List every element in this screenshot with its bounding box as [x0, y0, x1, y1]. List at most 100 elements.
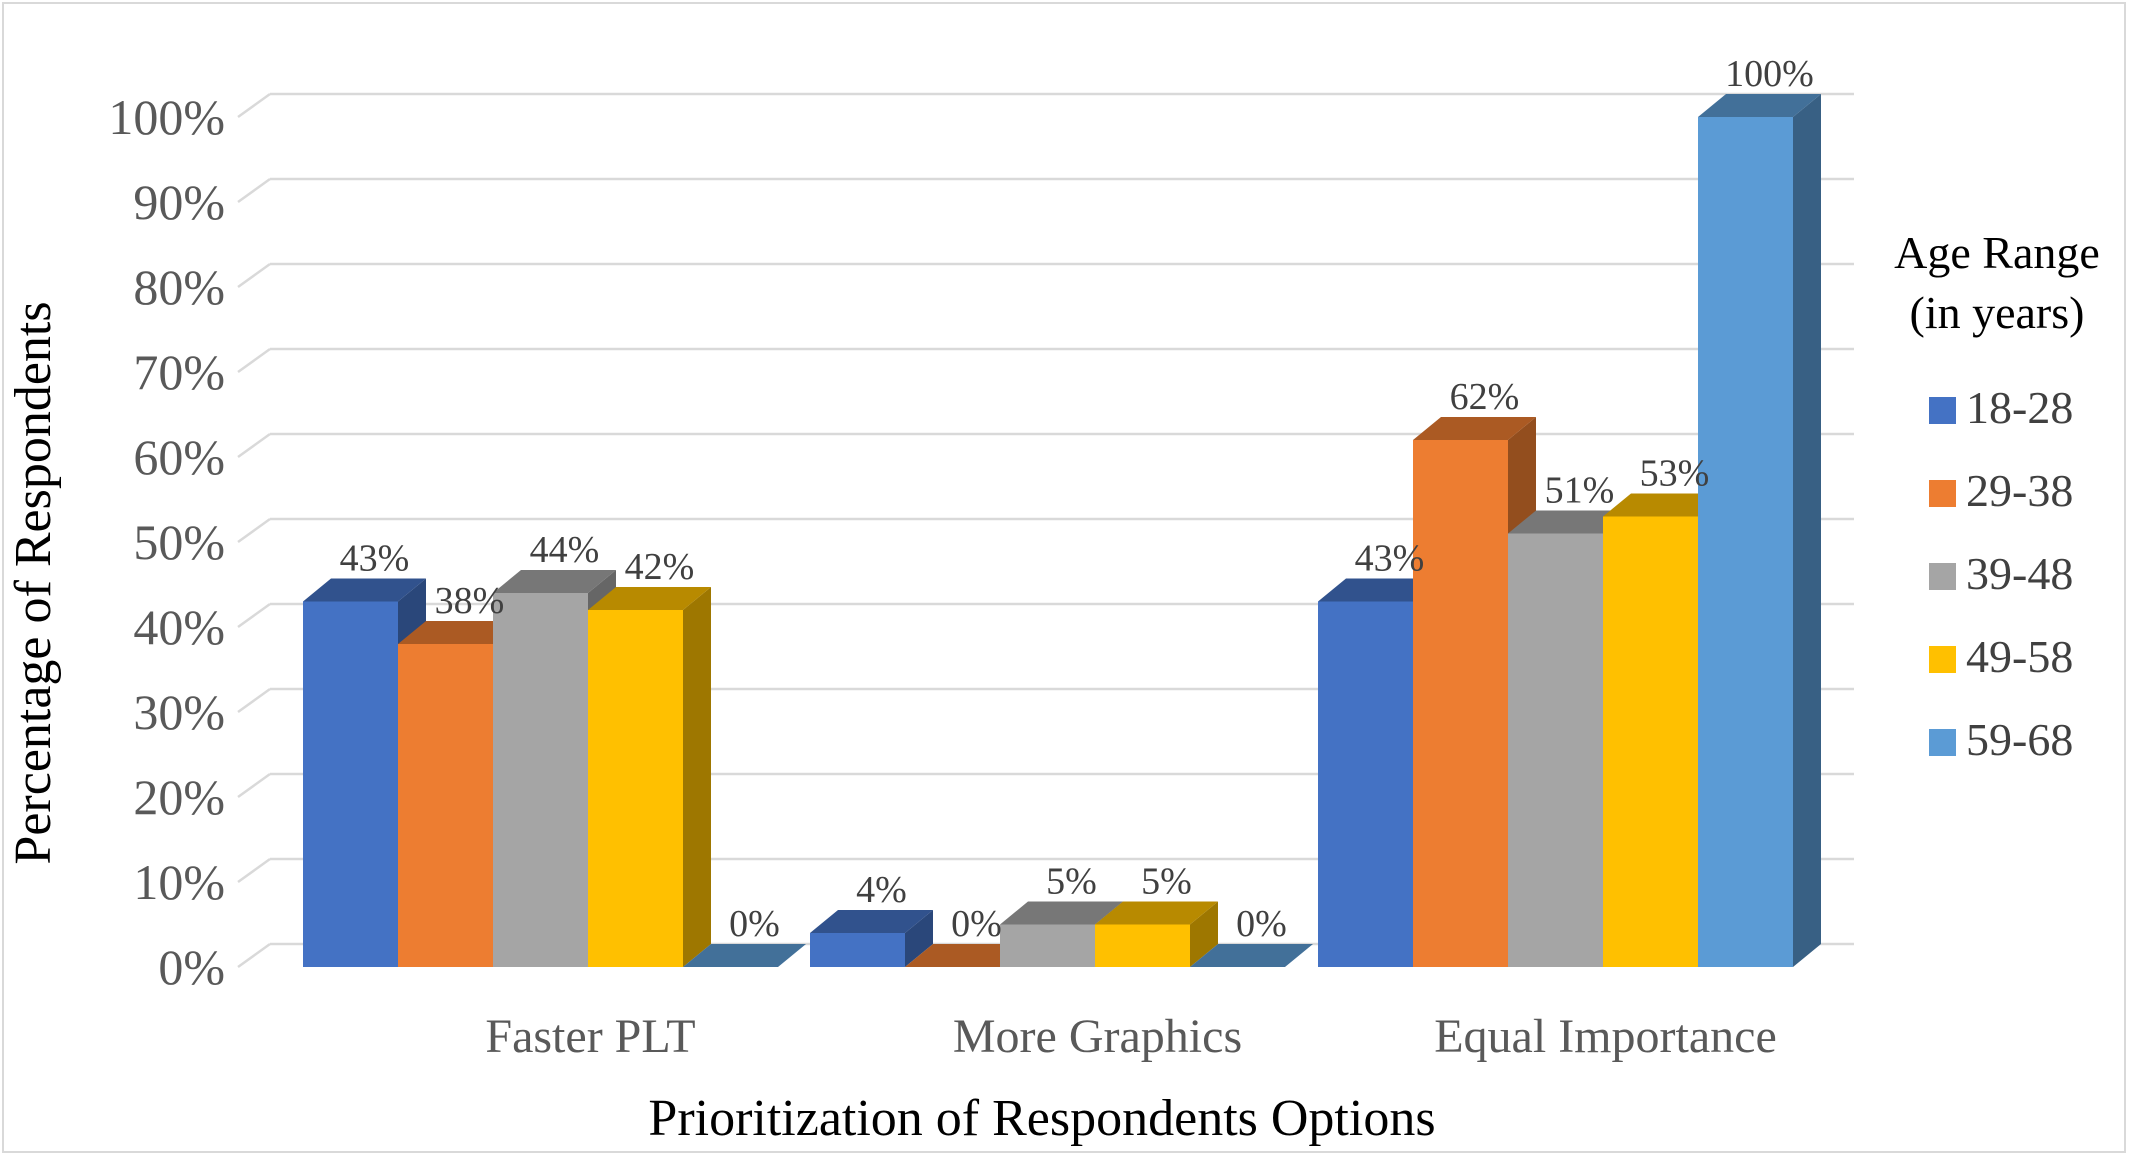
legend-swatch: [1929, 397, 1956, 424]
gridline-side: [237, 177, 271, 204]
legend-items: 18-28 29-38 39-48 49-58 59-68: [1929, 382, 2073, 765]
bar-front: [493, 593, 588, 967]
data-labels: 43% 38% 44% 42% 0% 4% 0% 5% 5% 0% 43% 62% 51% 53% 100%: [340, 53, 1814, 945]
bar-top: [1508, 510, 1631, 534]
y-axis-ticks: 0% 10% 20% 30% 40% 50% 60% 70% 80% 90% 100%: [108, 89, 225, 995]
bar-front: [1000, 924, 1095, 967]
legend-item: 39-48: [1929, 548, 2073, 599]
data-label: 5%: [1141, 861, 1192, 903]
gridline-side: [237, 602, 271, 629]
bar-59-68-0: [683, 944, 806, 967]
legend-label: 59-68: [1966, 714, 2073, 765]
bar-top: [1095, 901, 1218, 925]
x-axis-categories: Faster PLT More Graphics Equal Importance: [485, 1010, 1776, 1063]
y-tick-label: 100%: [108, 89, 225, 145]
data-label: 53%: [1640, 453, 1710, 495]
legend-item: 29-38: [1929, 465, 2073, 516]
bar-top: [493, 570, 616, 593]
y-tick-label: 10%: [133, 854, 225, 910]
x-category-label: Faster PLT: [485, 1010, 695, 1063]
data-label: 5%: [1046, 861, 1097, 903]
bar-top: [1318, 578, 1441, 602]
gridline-side: [237, 432, 271, 459]
bar-59-68-1: [1190, 944, 1313, 967]
legend-label: 39-48: [1966, 548, 2073, 599]
bar-front: [303, 601, 398, 967]
y-tick-label: 0%: [158, 939, 225, 995]
bar-top: [1190, 944, 1313, 967]
legend-swatch: [1929, 480, 1956, 507]
data-label: 44%: [530, 529, 600, 571]
data-label: 0%: [729, 903, 780, 945]
bar-top: [398, 621, 521, 644]
data-label: 0%: [951, 903, 1002, 945]
data-label: 100%: [1725, 53, 1814, 95]
bar-front: [1603, 516, 1698, 967]
bar-front: [1413, 440, 1508, 967]
data-label: 42%: [625, 546, 695, 588]
bar-front: [588, 610, 683, 967]
bar-front: [1318, 601, 1413, 967]
bar-top: [1603, 493, 1726, 517]
legend-swatch: [1929, 646, 1956, 673]
x-category-label: More Graphics: [953, 1010, 1242, 1063]
bar-side: [683, 587, 711, 967]
gridline-side: [237, 347, 271, 374]
y-tick-label: 50%: [133, 514, 225, 570]
y-tick-label: 80%: [133, 259, 225, 315]
bar-18-28-1: [810, 910, 933, 967]
bar-49-58-1: [1095, 901, 1218, 967]
data-label: 4%: [856, 869, 907, 911]
bar-top: [683, 944, 806, 967]
gridline-side: [237, 92, 271, 119]
gridline-side: [237, 262, 271, 289]
bars: [303, 94, 1821, 967]
gridline-side: [237, 857, 271, 884]
legend-label: 18-28: [1966, 382, 2073, 433]
bar-front: [810, 933, 905, 967]
y-tick-label: 70%: [133, 344, 225, 400]
bar-49-58-0: [588, 587, 711, 967]
bar-top: [810, 910, 933, 933]
gridline-side: [237, 942, 271, 969]
bar-side: [1793, 94, 1821, 967]
bar-side: [905, 910, 933, 967]
y-tick-label: 30%: [133, 684, 225, 740]
data-label: 43%: [1355, 538, 1425, 580]
x-category-label: Equal Importance: [1434, 1010, 1777, 1063]
bar-front: [1508, 533, 1603, 967]
bar-front: [1095, 924, 1190, 967]
gridline-side: [237, 772, 271, 799]
legend-label: 49-58: [1966, 631, 2073, 682]
y-tick-label: 40%: [133, 599, 225, 655]
data-label: 38%: [435, 580, 505, 622]
data-label: 43%: [340, 538, 410, 580]
bar-top: [1000, 901, 1123, 925]
legend-item: 49-58: [1929, 631, 2073, 682]
y-tick-label: 60%: [133, 429, 225, 485]
y-axis-title: Percentage of Respondents: [5, 301, 62, 864]
bar-top: [905, 944, 1028, 967]
data-label: 62%: [1450, 376, 1520, 418]
gridline-side: [237, 687, 271, 714]
data-label: 51%: [1545, 470, 1615, 512]
legend-swatch: [1929, 563, 1956, 590]
bar-29-38-1: [905, 944, 1028, 967]
y-tick-label: 90%: [133, 174, 225, 230]
bar-59-68-2: [1698, 94, 1821, 967]
gridline-side: [237, 517, 271, 544]
legend-item: 18-28: [1929, 382, 2073, 433]
bar-top: [1413, 417, 1536, 440]
legend: Age Range (in years) 18-28 29-38 39-48 49-5…: [1894, 227, 2100, 765]
bar-front: [1698, 117, 1793, 967]
y-tick-label: 20%: [133, 769, 225, 825]
x-axis-title: Prioritization of Respondents Options: [648, 1090, 1435, 1147]
bar-top: [1698, 94, 1821, 117]
bar-front: [398, 644, 493, 967]
bar-side: [1190, 901, 1218, 967]
bar-top: [588, 587, 711, 610]
data-label: 0%: [1236, 903, 1287, 945]
legend-swatch: [1929, 729, 1956, 756]
bar-top: [303, 578, 426, 602]
